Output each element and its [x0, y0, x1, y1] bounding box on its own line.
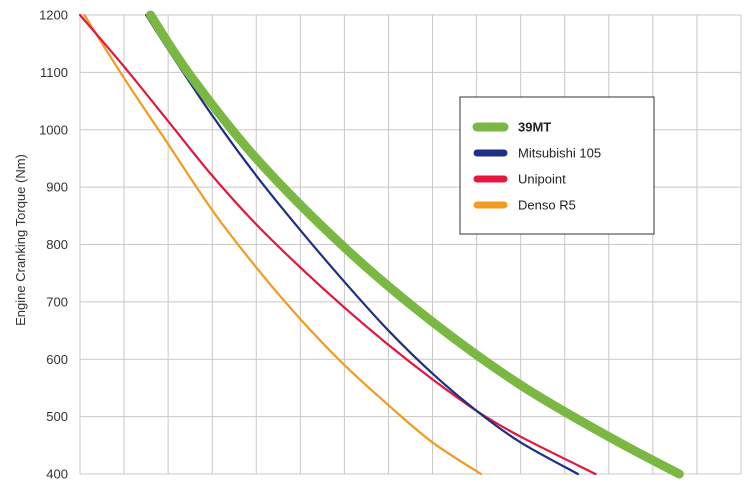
y-tick-label: 500: [46, 409, 68, 424]
y-tick-label: 1000: [39, 122, 68, 137]
y-tick-label: 900: [46, 180, 68, 195]
y-tick-label: 700: [46, 294, 68, 309]
series-line-denso-r5: [83, 13, 483, 476]
y-axis-ticks: 400 500 600 700 800 900 1000 1100 1200: [39, 8, 68, 480]
y-axis-label: Engine Cranking Torque (Nm): [13, 154, 28, 326]
legend-label: Denso R5: [518, 198, 576, 213]
legend: 39MT Mitsubishi 105 Unipoint Denso R5: [459, 96, 655, 235]
series-lines: [78, 10, 684, 479]
legend-label: Mitsubishi 105: [518, 146, 601, 161]
y-tick-label: 400: [46, 467, 68, 480]
y-tick-label: 1100: [40, 65, 68, 80]
series-line-mitsubishi-105: [145, 13, 580, 476]
series-line-39mt: [146, 10, 684, 479]
grid: [79, 14, 742, 475]
legend-box: [459, 96, 655, 235]
legend-label: 39MT: [518, 120, 551, 135]
y-tick-label: 800: [46, 237, 68, 252]
y-tick-label: 600: [46, 352, 68, 367]
legend-label: Unipoint: [518, 172, 566, 187]
y-tick-label: 1200: [39, 8, 68, 23]
